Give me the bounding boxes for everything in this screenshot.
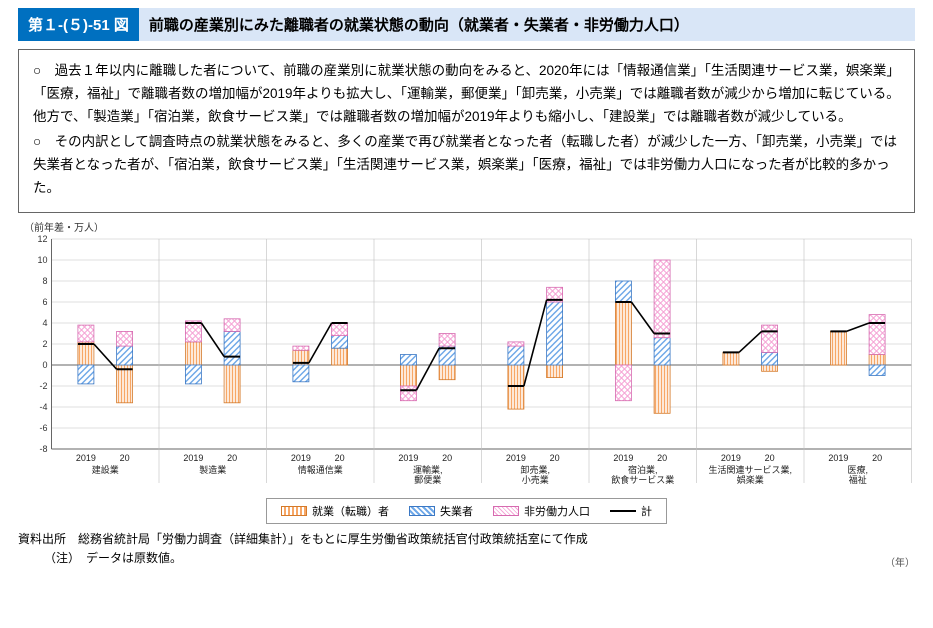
svg-text:2019: 2019 — [721, 453, 741, 463]
svg-text:小売業: 小売業 — [522, 474, 549, 485]
svg-text:20: 20 — [550, 453, 560, 463]
svg-text:-2: -2 — [39, 381, 47, 391]
desc-paragraph-2: ○ その内訳として調査時点の就業状態をみると、多くの産業で再び就業者となった者（… — [33, 131, 900, 200]
svg-text:郵便業: 郵便業 — [414, 474, 441, 485]
chart-svg: -8-6-4-2024681012201920建設業201920製造業20192… — [18, 234, 915, 494]
svg-text:20: 20 — [657, 453, 667, 463]
svg-text:卸売業,: 卸売業, — [520, 464, 550, 475]
legend-unemployed: 失業者 — [409, 503, 473, 519]
svg-text:8: 8 — [42, 276, 47, 286]
description-box: ○ 過去１年以内に離職した者について、前職の産業別に就業状態の動向をみると、20… — [18, 49, 915, 213]
source-text: 総務省統計局「労働力調査（詳細集計）」をもとに厚生労働省政策統括官付政策統括室に… — [78, 532, 588, 546]
svg-text:4: 4 — [42, 318, 47, 328]
figure-title: 前職の産業別にみた離職者の就業状態の動向（就業者・失業者・非労働力人口） — [139, 8, 915, 41]
svg-text:12: 12 — [37, 234, 47, 244]
figure-number: 第１-(５)-51 図 — [18, 8, 139, 41]
svg-text:20: 20 — [227, 453, 237, 463]
source-label: 資料出所 — [18, 532, 66, 546]
svg-text:2019: 2019 — [183, 453, 203, 463]
legend: 就業（転職）者 失業者 非労働力人口 計 — [18, 498, 915, 524]
svg-text:宿泊業,: 宿泊業, — [628, 464, 658, 475]
legend-employed: 就業（転職）者 — [281, 503, 389, 519]
svg-text:飲食サービス業: 飲食サービス業 — [611, 474, 674, 485]
svg-text:医療,: 医療, — [847, 464, 868, 475]
svg-text:20: 20 — [442, 453, 452, 463]
svg-text:2019: 2019 — [828, 453, 848, 463]
svg-text:0: 0 — [42, 360, 47, 370]
svg-text:運輸業,: 運輸業, — [413, 464, 443, 475]
svg-text:製造業: 製造業 — [199, 464, 226, 475]
svg-text:20: 20 — [335, 453, 345, 463]
svg-text:-4: -4 — [39, 402, 47, 412]
chart: -8-6-4-2024681012201920建設業201920製造業20192… — [18, 234, 915, 494]
svg-text:-6: -6 — [39, 423, 47, 433]
svg-text:10: 10 — [37, 255, 47, 265]
svg-text:2019: 2019 — [398, 453, 418, 463]
svg-text:2: 2 — [42, 339, 47, 349]
svg-text:-8: -8 — [39, 444, 47, 454]
svg-text:6: 6 — [42, 297, 47, 307]
svg-text:2019: 2019 — [291, 453, 311, 463]
svg-text:生活関連サービス業,: 生活関連サービス業, — [708, 464, 792, 475]
svg-text:2019: 2019 — [76, 453, 96, 463]
desc-paragraph-1: ○ 過去１年以内に離職した者について、前職の産業別に就業状態の動向をみると、20… — [33, 60, 900, 129]
svg-text:娯楽業: 娯楽業 — [737, 474, 764, 485]
note-text: データは原数値。 — [86, 551, 182, 565]
figure-header: 第１-(５)-51 図 前職の産業別にみた離職者の就業状態の動向（就業者・失業者… — [18, 8, 915, 41]
svg-text:福祉: 福祉 — [849, 474, 867, 485]
svg-text:2019: 2019 — [506, 453, 526, 463]
legend-total: 計 — [610, 503, 652, 519]
svg-text:20: 20 — [765, 453, 775, 463]
y-axis-unit: （前年差・万人） — [24, 219, 915, 234]
svg-text:情報通信業: 情報通信業 — [298, 464, 343, 475]
legend-nlf: 非労働力人口 — [493, 503, 590, 519]
svg-text:2019: 2019 — [613, 453, 633, 463]
svg-text:20: 20 — [872, 453, 882, 463]
svg-text:建設業: 建設業 — [92, 464, 119, 475]
svg-text:20: 20 — [120, 453, 130, 463]
note-label: （注） — [44, 551, 74, 565]
